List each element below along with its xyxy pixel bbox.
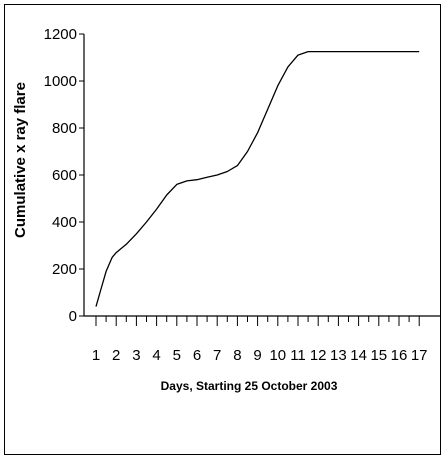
x-tick-label: 7 [213, 347, 221, 364]
x-tick-label: 11 [290, 347, 306, 364]
x-tick-label: 4 [152, 347, 160, 364]
x-tick-label: 5 [173, 347, 181, 364]
x-tick-label: 16 [391, 347, 408, 364]
chart-frame: 0 200 400 600 800 1000 1200 1 2 3 4 5 6 7 8 9 10 11 12 13 14… [4, 4, 441, 455]
x-tick-label: 14 [350, 347, 367, 364]
x-tick-label: 10 [269, 347, 286, 364]
y-tick-label: 1200 [44, 26, 77, 43]
y-tick-label: 200 [52, 261, 77, 278]
x-tick-label: 8 [233, 347, 241, 364]
y-tick-label: 600 [52, 167, 77, 184]
series-line [95, 50, 420, 307]
x-tick-label: 15 [370, 347, 387, 364]
y-tick-label: 1000 [44, 73, 77, 90]
y-tick-label: 400 [52, 214, 77, 231]
x-tick-label: 13 [330, 347, 347, 364]
x-tick-label: 12 [310, 347, 327, 364]
x-tick-label: 2 [112, 347, 120, 364]
x-axis-title: Days, Starting 25 October 2003 [161, 379, 338, 393]
x-tick-label: 1 [92, 347, 100, 364]
x-tick-label: 9 [253, 347, 261, 364]
x-tick-label: 17 [411, 347, 428, 364]
y-axis-title: Cumulative x ray flare [12, 82, 29, 238]
y-tick-label: 800 [52, 120, 77, 137]
x-tick-label: 3 [132, 347, 140, 364]
y-tick-label: 0 [69, 308, 77, 325]
x-tick-label: 6 [193, 347, 201, 364]
